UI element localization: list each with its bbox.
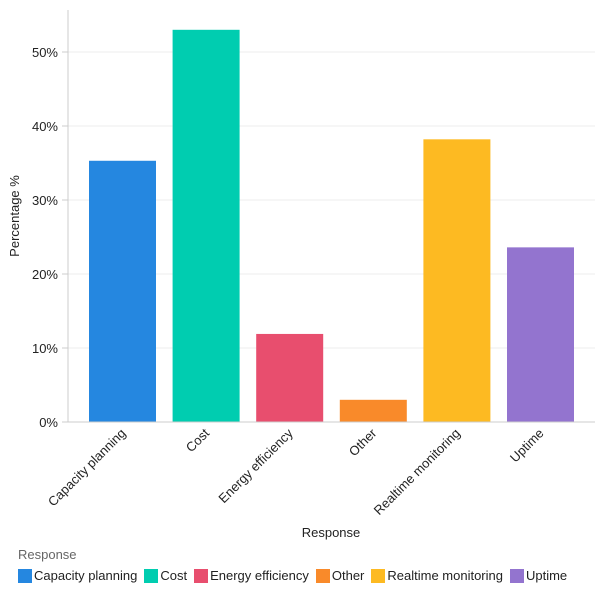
x-tick-label: Cost — [183, 425, 213, 455]
legend-label: Other — [331, 568, 365, 583]
legend-item[interactable]: Other — [315, 568, 365, 583]
y-tick-label: 10% — [32, 341, 58, 356]
legend-swatch — [194, 568, 209, 583]
bar[interactable] — [423, 139, 491, 422]
y-tick-label: 40% — [32, 119, 58, 134]
legend-item[interactable]: Cost — [144, 568, 187, 583]
y-tick-label: 0% — [39, 415, 58, 430]
bar[interactable] — [89, 160, 156, 422]
legend-item[interactable]: Uptime — [509, 568, 568, 583]
y-tick-label: 50% — [32, 45, 58, 60]
bar[interactable] — [507, 247, 574, 422]
bar-chart: 0% 10% 20% 30% 40% 50% Capacity planning Cost E… — [7, 10, 595, 540]
y-tick-label: 20% — [32, 267, 58, 282]
legend-label: Cost — [160, 568, 188, 583]
legend-label: Realtime monitoring — [387, 568, 503, 583]
x-tick-label: Other — [346, 425, 380, 459]
y-tick-label: 30% — [32, 193, 58, 208]
x-tick-label: Realtime monitoring — [371, 426, 463, 518]
legend-label: Uptime — [525, 568, 568, 583]
x-axis-label: Response — [302, 525, 361, 540]
legend-swatch — [315, 568, 330, 583]
legend-swatch — [371, 568, 386, 583]
x-tick-label: Uptime — [507, 426, 547, 466]
bar[interactable] — [339, 399, 407, 422]
y-axis-label: Percentage % — [7, 175, 22, 257]
bar[interactable] — [256, 333, 324, 422]
legend-item[interactable]: Capacity planning — [18, 568, 137, 583]
legend-item[interactable]: Realtime monitoring — [371, 568, 503, 583]
x-tick-label: Capacity planning — [45, 426, 129, 510]
legend-label: Energy efficiency — [210, 568, 309, 583]
bar[interactable] — [172, 29, 240, 423]
x-tick-label: Energy efficiency — [215, 425, 296, 506]
legend: Response Capacity planning Cost Energy eff… — [18, 547, 567, 583]
legend-swatch — [18, 568, 32, 583]
legend-label: Capacity planning — [34, 568, 138, 583]
legend-swatch — [144, 568, 159, 583]
legend-swatch — [509, 568, 524, 583]
legend-item[interactable]: Energy efficiency — [194, 568, 309, 583]
legend-title: Response — [18, 547, 77, 562]
